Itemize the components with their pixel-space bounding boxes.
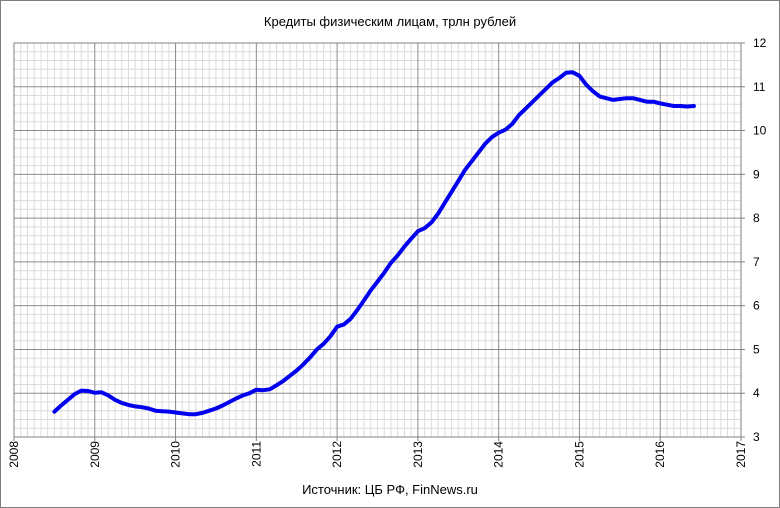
x-tick-label: 2016 xyxy=(653,441,667,468)
y-tick-label: 10 xyxy=(753,124,767,138)
chart-title: Кредиты физическим лицам, трлн рублей xyxy=(263,14,517,29)
series-line xyxy=(52,70,696,417)
x-tick-label: 2017 xyxy=(734,441,748,468)
y-tick-label: 5 xyxy=(753,342,760,356)
y-tick-label: 9 xyxy=(753,167,760,181)
x-tick-label: 2015 xyxy=(572,441,586,468)
chart-source: Источник: ЦБ РФ, FinNews.ru xyxy=(302,482,478,497)
x-tick-label: 2011 xyxy=(249,441,263,467)
y-tick-label: 12 xyxy=(753,36,767,50)
y-tick-label: 6 xyxy=(753,299,760,313)
minor-gridlines xyxy=(14,43,741,437)
y-axis: 3 4 5 6 7 8 9 10 11 12 xyxy=(741,36,767,444)
x-axis: 2008 2009 2010 2011 2012 2013 2014 2015 2016 2017 xyxy=(7,437,748,468)
x-tick-label: 2010 xyxy=(169,441,183,468)
y-tick-label: 8 xyxy=(753,211,760,225)
x-tick-label: 2014 xyxy=(492,441,506,468)
x-tick-label: 2013 xyxy=(411,441,425,468)
x-tick-label: 2009 xyxy=(88,441,102,468)
x-tick-label: 2008 xyxy=(7,441,21,468)
series-layer xyxy=(52,70,696,417)
plot-area xyxy=(13,42,742,438)
y-tick-label: 7 xyxy=(753,255,760,269)
x-tick-label: 2012 xyxy=(330,441,344,468)
y-tick-label: 11 xyxy=(753,80,766,94)
y-tick-label: 3 xyxy=(753,430,760,444)
y-tick-label: 4 xyxy=(753,386,760,400)
